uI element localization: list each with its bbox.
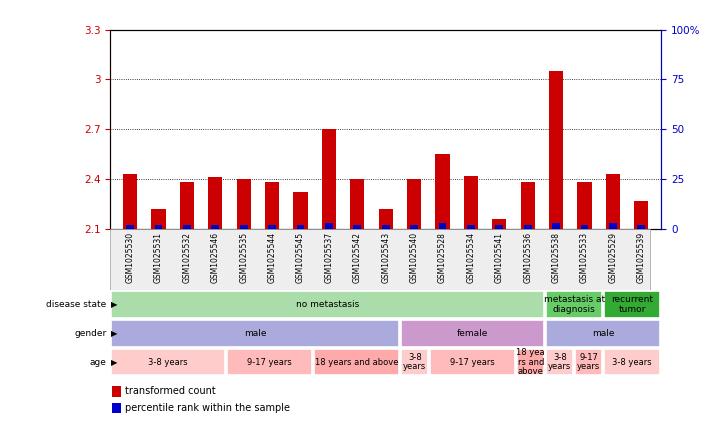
Bar	[112, 403, 121, 413]
Text: GSM1025535: GSM1025535	[239, 232, 248, 283]
Text: gender: gender	[75, 329, 107, 338]
Bar	[638, 225, 646, 229]
Bar	[577, 182, 592, 229]
Bar	[575, 349, 602, 375]
Text: recurrent
tumor: recurrent tumor	[611, 295, 653, 314]
Text: GSM1025529: GSM1025529	[609, 232, 617, 283]
Bar	[464, 176, 478, 229]
Bar	[382, 225, 390, 229]
Text: GSM1025536: GSM1025536	[523, 232, 533, 283]
Bar	[604, 349, 661, 375]
Bar	[435, 154, 449, 229]
Bar	[211, 225, 219, 229]
Text: ▶: ▶	[111, 357, 117, 367]
Text: GSM1025538: GSM1025538	[552, 232, 561, 283]
Bar	[314, 349, 400, 375]
Bar	[112, 386, 121, 397]
Bar	[546, 291, 602, 318]
Text: age: age	[90, 357, 107, 367]
Text: GSM1025544: GSM1025544	[267, 232, 277, 283]
Bar	[379, 209, 392, 229]
Text: GSM1025533: GSM1025533	[580, 232, 589, 283]
Text: GSM1025540: GSM1025540	[410, 232, 419, 283]
Bar	[265, 182, 279, 229]
Bar	[517, 349, 545, 375]
Text: female: female	[457, 329, 488, 338]
Text: 9-17
years: 9-17 years	[577, 353, 600, 371]
Text: disease state: disease state	[46, 300, 107, 309]
Bar	[183, 225, 191, 229]
Text: 3-8
years: 3-8 years	[548, 353, 572, 371]
Text: 3-8 years: 3-8 years	[612, 357, 652, 367]
Bar	[401, 320, 545, 346]
Bar	[325, 223, 333, 229]
Text: GSM1025528: GSM1025528	[438, 232, 447, 283]
Bar	[549, 71, 563, 229]
Bar	[524, 225, 532, 229]
Bar	[126, 225, 134, 229]
Text: GSM1025531: GSM1025531	[154, 232, 163, 283]
Text: male: male	[244, 329, 267, 338]
Bar	[410, 225, 418, 229]
Bar	[296, 225, 304, 229]
Text: GSM1025541: GSM1025541	[495, 232, 504, 283]
Bar	[208, 177, 223, 229]
Text: GSM1025537: GSM1025537	[324, 232, 333, 283]
Bar	[439, 223, 447, 229]
Text: percentile rank within the sample: percentile rank within the sample	[125, 403, 290, 413]
Text: GSM1025546: GSM1025546	[210, 232, 220, 283]
Bar	[467, 225, 475, 229]
Text: 18 yea
rs and
above: 18 yea rs and above	[516, 348, 545, 376]
Text: 9-17 years: 9-17 years	[247, 357, 292, 367]
Text: male: male	[592, 329, 614, 338]
Text: 3-8
years: 3-8 years	[403, 353, 427, 371]
Text: GSM1025534: GSM1025534	[466, 232, 476, 283]
Text: GSM1025530: GSM1025530	[126, 232, 134, 283]
Bar	[492, 219, 506, 229]
Text: no metastasis: no metastasis	[296, 300, 359, 309]
Text: GSM1025539: GSM1025539	[637, 232, 646, 283]
Text: GSM1025542: GSM1025542	[353, 232, 362, 283]
Bar	[294, 192, 308, 229]
Bar	[401, 349, 428, 375]
Text: ▶: ▶	[111, 329, 117, 338]
Bar	[123, 174, 137, 229]
Bar	[606, 174, 620, 229]
Bar	[609, 223, 617, 229]
Text: 18 years and above: 18 years and above	[315, 357, 398, 367]
Bar	[151, 209, 166, 229]
Text: GSM1025532: GSM1025532	[183, 232, 191, 283]
Bar	[604, 291, 661, 318]
Bar	[227, 349, 312, 375]
Text: GSM1025545: GSM1025545	[296, 232, 305, 283]
Bar	[111, 349, 225, 375]
Bar	[268, 225, 276, 229]
Text: 3-8 years: 3-8 years	[149, 357, 188, 367]
Text: GSM1025543: GSM1025543	[381, 232, 390, 283]
Bar	[353, 225, 361, 229]
Bar	[322, 129, 336, 229]
Bar	[407, 179, 421, 229]
Text: 9-17 years: 9-17 years	[450, 357, 495, 367]
Text: ▶: ▶	[111, 300, 117, 309]
Bar	[430, 349, 515, 375]
Bar	[546, 320, 661, 346]
Bar	[581, 225, 589, 229]
Bar	[552, 223, 560, 229]
Bar	[496, 225, 503, 229]
Bar	[154, 225, 162, 229]
Bar	[546, 349, 573, 375]
Text: transformed count: transformed count	[125, 386, 216, 396]
Bar	[111, 291, 545, 318]
Bar	[237, 179, 251, 229]
Bar	[111, 320, 400, 346]
Bar	[180, 182, 194, 229]
Bar	[634, 201, 648, 229]
Bar	[351, 179, 365, 229]
Bar	[520, 182, 535, 229]
Bar	[240, 225, 247, 229]
Text: metastasis at
diagnosis: metastasis at diagnosis	[544, 295, 605, 314]
